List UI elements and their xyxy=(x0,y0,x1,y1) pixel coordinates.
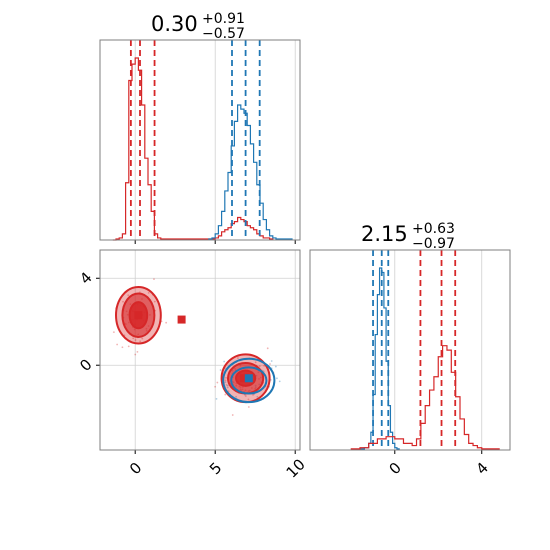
title-param-2-value: 2.15 xyxy=(361,222,408,246)
panel-a-hist-red xyxy=(112,57,274,241)
panel-b-sample-point xyxy=(136,350,139,353)
panel-b-sample-point xyxy=(215,397,218,400)
panel-b-sample-point xyxy=(219,369,222,371)
panel-b-sample-point xyxy=(256,395,259,398)
panel-b-sample-point xyxy=(224,393,227,396)
panel-b-sample-point xyxy=(276,377,278,380)
panel-b-sample-point xyxy=(225,384,228,386)
panel-b-sample-point xyxy=(235,395,237,398)
panel-b-sample-point xyxy=(226,386,229,389)
panel-b-sample-point xyxy=(223,360,226,363)
panel-b-sample-point xyxy=(225,376,227,379)
panel-b-sample-point xyxy=(153,300,156,303)
panel-b-marker-red xyxy=(240,374,248,383)
panel-b-sample-point xyxy=(254,361,257,364)
panel-b-sample-point xyxy=(266,347,269,350)
panel-b-sample-point xyxy=(252,393,254,396)
panel-b-sample-point xyxy=(121,346,124,349)
panel-b-marker-red xyxy=(134,311,143,320)
title-param-1: 0.30 xyxy=(151,12,198,36)
panel-b-marker-red xyxy=(177,315,186,324)
title-param-1-upper-error: +0.91 xyxy=(202,11,245,27)
panel-b-sample-point xyxy=(134,353,137,356)
title-param-2-lower-error: −0.97 xyxy=(412,236,455,252)
panel-b-sample-point xyxy=(270,360,273,362)
panel-b-sample-point xyxy=(244,395,247,397)
panel-b-sample-point xyxy=(165,321,168,324)
title-param-2: 2.15 xyxy=(361,222,408,246)
panel-b-sample-point xyxy=(224,381,227,384)
panel-b-sample-point xyxy=(258,365,261,368)
panel-b-sample-point xyxy=(216,381,219,384)
panel-b-marker-blue xyxy=(244,374,253,383)
title-param-1-value: 0.30 xyxy=(151,12,198,36)
panel-c-frame xyxy=(309,249,511,451)
panel-b-sample-point xyxy=(127,294,130,297)
panel-b-sample-point xyxy=(274,365,277,368)
panel-b-sample-point xyxy=(231,414,234,416)
panel-b-sample-point xyxy=(139,340,142,343)
panel-b-sample-point xyxy=(269,363,271,365)
panel-c-hist-red xyxy=(350,345,500,450)
panel-b-sample-point xyxy=(147,292,150,294)
panel-b-sample-point xyxy=(127,345,130,348)
panel-b-sample-point xyxy=(132,337,135,340)
panel-b-sample-point xyxy=(247,398,250,401)
panel-b-sample-point xyxy=(112,331,115,333)
panel-b-sample-point xyxy=(237,357,239,359)
panel-a-hist-blue xyxy=(208,104,293,240)
title-param-2-upper-error: +0.63 xyxy=(412,221,455,237)
panel-b-sample-point xyxy=(122,300,124,303)
panel-b-sample-point xyxy=(153,278,155,281)
panel-b-frame xyxy=(99,249,301,451)
panel-b-sample-point xyxy=(214,385,217,388)
panel-marginal-param-1 xyxy=(99,39,301,244)
panel-b-contour-blue xyxy=(230,366,268,395)
panel-b-sample-point xyxy=(134,339,137,341)
panel-b-sample-point xyxy=(141,337,144,340)
panel-b-sample-point xyxy=(278,380,281,383)
panel-b-contour-blue xyxy=(222,357,276,404)
panel-b-sample-point xyxy=(226,384,229,387)
panel-b-sample-point xyxy=(263,364,266,367)
title-param-1-lower-error: −0.57 xyxy=(202,26,245,42)
panel-b-sample-point xyxy=(224,379,227,382)
panel-a-frame xyxy=(99,39,301,241)
panel-b-sample-point xyxy=(116,343,119,346)
panel-b-sample-point xyxy=(247,406,250,408)
